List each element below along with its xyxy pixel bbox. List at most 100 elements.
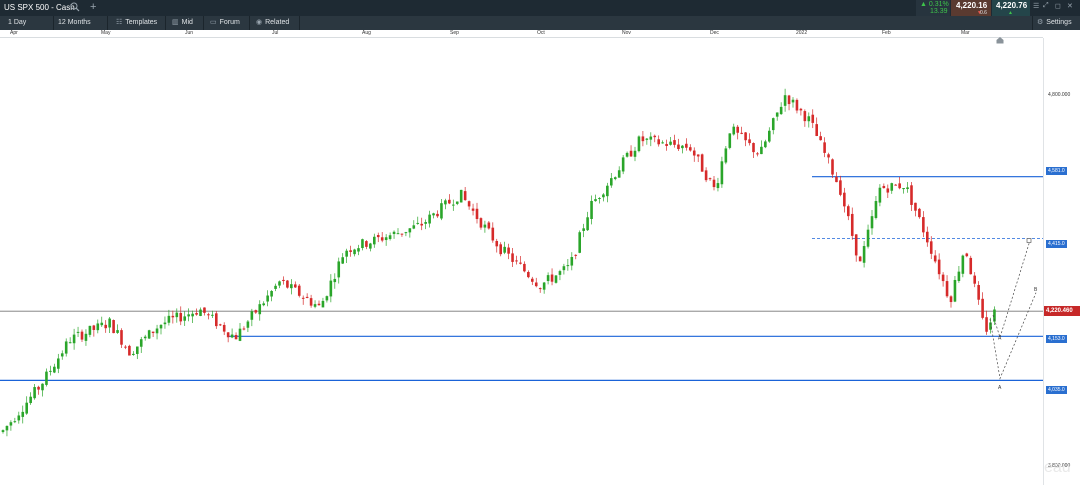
- forum-button[interactable]: ▭ Forum: [206, 16, 250, 30]
- candle-body: [850, 213, 854, 236]
- candle-body: [819, 136, 822, 141]
- range-dropdown[interactable]: 12 Months: [54, 16, 108, 30]
- candle-body: [282, 279, 285, 282]
- price-type-button[interactable]: ▥ Mid: [168, 16, 204, 30]
- home-icon[interactable]: [996, 36, 1004, 44]
- candle-body: [305, 296, 309, 298]
- candle-body: [211, 314, 214, 316]
- candle-body: [262, 303, 265, 306]
- candle-body: [831, 159, 834, 175]
- settings-button[interactable]: ⚙ Settings: [1032, 16, 1080, 30]
- candlestick-plot[interactable]: A A B: [0, 38, 1043, 485]
- candle-body: [175, 312, 179, 318]
- candle-body: [400, 233, 404, 235]
- candle-body: [17, 415, 21, 421]
- interval-label: 1 Day: [8, 19, 27, 26]
- interval-dropdown[interactable]: 1 Day: [4, 16, 54, 30]
- candle-body: [250, 311, 254, 320]
- candle-body: [143, 336, 147, 339]
- candle-body: [542, 282, 546, 290]
- sell-button[interactable]: 4,220.16 ▼: [951, 0, 991, 16]
- templates-button[interactable]: ☷ Templates: [112, 16, 166, 30]
- list-icon[interactable]: ☰: [1033, 3, 1040, 10]
- add-tab-icon[interactable]: +: [90, 1, 97, 13]
- candle-body: [57, 358, 60, 369]
- pattern-label: A: [998, 385, 1002, 391]
- candle-body: [937, 259, 941, 275]
- candle-body: [53, 366, 56, 373]
- candle-body: [815, 124, 818, 136]
- candle-body: [266, 295, 269, 302]
- drag-handle[interactable]: [1026, 238, 1032, 243]
- candle-body: [151, 331, 155, 334]
- forum-icon: ▭: [210, 19, 217, 26]
- candle-body: [775, 112, 779, 117]
- search-icon[interactable]: [70, 2, 80, 12]
- projection-path[interactable]: [989, 292, 1037, 380]
- candle-body: [9, 422, 13, 426]
- candle-body: [993, 309, 996, 322]
- candle-body: [744, 132, 747, 141]
- watermark: eau: [1044, 459, 1071, 476]
- candle-body: [847, 206, 850, 217]
- price-chart[interactable]: A A B: [0, 38, 1080, 485]
- candle-body: [894, 184, 897, 186]
- candle-body: [621, 157, 625, 172]
- candle-body: [278, 281, 281, 286]
- candle-body: [290, 284, 293, 289]
- candle-body: [922, 217, 925, 233]
- candle-body: [981, 298, 984, 318]
- candle-body: [404, 232, 408, 234]
- gear-icon: ⚙: [1037, 19, 1044, 26]
- candle-body: [617, 170, 621, 178]
- close-icon[interactable]: ✕: [1067, 3, 1073, 10]
- candle-body: [41, 383, 44, 391]
- candle-body: [29, 396, 32, 404]
- buy-button[interactable]: 4,220.76 ▲: [992, 0, 1030, 16]
- candle-body: [977, 285, 980, 300]
- candle-body: [783, 95, 787, 106]
- popout-icon[interactable]: ⤢: [1043, 2, 1049, 9]
- candle-body: [96, 323, 100, 331]
- candle-body: [791, 99, 795, 103]
- candle-body: [736, 126, 739, 133]
- candle-body: [132, 353, 135, 355]
- candle-body: [665, 143, 668, 147]
- candle-body: [752, 143, 755, 153]
- candle-body: [511, 253, 514, 262]
- change-abs: 13.39: [930, 8, 948, 15]
- candle-body: [843, 192, 846, 207]
- candle-body: [878, 187, 882, 203]
- candle-body: [649, 136, 653, 140]
- candle-body: [163, 322, 167, 325]
- candle-body: [294, 284, 297, 288]
- candle-body: [941, 274, 945, 282]
- candle-body: [787, 95, 791, 105]
- candle-body: [657, 139, 660, 145]
- candle-body: [396, 233, 400, 235]
- candle-body: [230, 334, 234, 338]
- level-tag: 4,035.0: [1046, 386, 1067, 394]
- candle-body: [392, 231, 396, 235]
- candle-body: [890, 183, 894, 191]
- candle-body: [700, 154, 704, 172]
- candle-body: [823, 142, 826, 153]
- candle-body: [918, 208, 921, 218]
- related-button[interactable]: ◉ Related: [252, 16, 300, 30]
- candle-body: [985, 317, 988, 332]
- candle-body: [515, 260, 518, 262]
- candle-body: [531, 278, 534, 282]
- candle-body: [503, 246, 506, 253]
- candle-body: [779, 106, 783, 115]
- candle-body: [317, 303, 321, 306]
- projection-path[interactable]: [992, 240, 1031, 339]
- candle-body: [724, 148, 728, 163]
- range-label: 12 Months: [58, 19, 91, 26]
- maximize-icon[interactable]: ◻: [1055, 3, 1061, 10]
- candle-body: [527, 271, 530, 278]
- candle-body: [440, 203, 443, 219]
- candle-body: [677, 144, 680, 150]
- candle-body: [124, 346, 127, 348]
- candle-body: [309, 298, 313, 306]
- candle-body: [835, 176, 838, 183]
